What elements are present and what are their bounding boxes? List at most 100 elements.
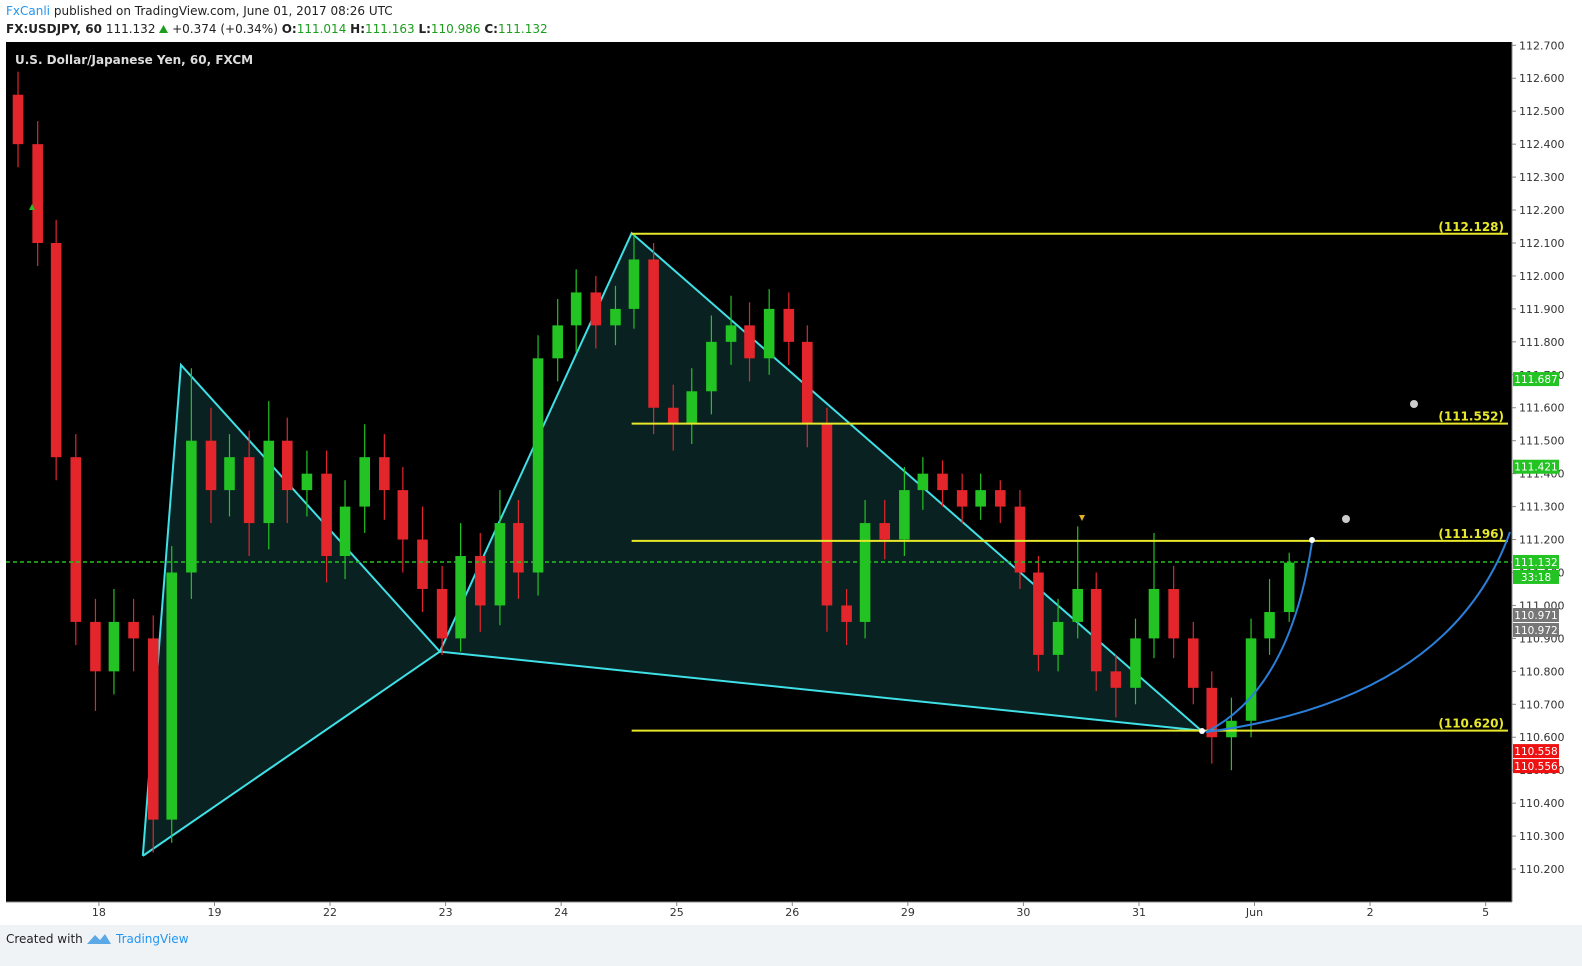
candle-body [899, 490, 910, 540]
marker [1079, 515, 1085, 521]
pattern-line [439, 650, 1202, 732]
candle-body [12, 94, 24, 145]
candle-body [166, 572, 178, 820]
candle-body [975, 490, 986, 507]
candle-body [455, 556, 466, 639]
projection-arrow [1205, 531, 1511, 733]
candle-body [359, 457, 371, 507]
candle-body [802, 341, 813, 425]
candle-body [686, 391, 698, 425]
pattern-fill [439, 233, 1202, 731]
candle-body [1148, 588, 1160, 639]
candle-body [90, 621, 101, 672]
low: 110.986 [430, 22, 481, 36]
candle-body [667, 407, 679, 425]
y-tick-label: 112.100 [1519, 237, 1565, 250]
chart: (112.128) (111.552) (111.196) (110.620) U.S… [6, 39, 1565, 919]
y-tick-label: 111.200 [1519, 534, 1565, 547]
candle-body [532, 358, 544, 573]
fib-label: (112.128) [1438, 220, 1504, 234]
plot-area [6, 42, 1512, 902]
projections [29, 204, 1511, 734]
candle-body [513, 523, 524, 573]
candle-body [379, 457, 390, 491]
y-tick-label: 112.600 [1519, 72, 1565, 85]
candle-body [937, 473, 948, 491]
price-tag [1513, 554, 1559, 569]
d-point [1199, 728, 1205, 734]
price-tag-label: 110.556 [1514, 761, 1558, 773]
candle-body [494, 523, 506, 606]
price-tag [1513, 744, 1559, 759]
x-tick-label: Jun [1245, 906, 1263, 919]
candle-body [1014, 506, 1026, 573]
last: 111.132 [105, 22, 156, 36]
candle-body [224, 457, 235, 491]
candle-body [552, 325, 563, 359]
y-tick-label: 111.900 [1519, 303, 1565, 316]
x-tick-label: 24 [554, 906, 568, 919]
countdown: 33:18 [1521, 572, 1551, 584]
projection-arrow [1205, 541, 1313, 733]
candle-body [1283, 562, 1295, 613]
candle-body [1052, 621, 1064, 655]
candle-body [610, 308, 621, 326]
candle-body [50, 242, 62, 458]
footer: Created with TradingView [0, 925, 1582, 966]
y-tick-label: 112.700 [1519, 39, 1565, 52]
fib-label: (111.552) [1438, 410, 1504, 424]
candle-body [744, 325, 755, 359]
price-tag-label: 111.687 [1514, 374, 1557, 386]
candle-body [648, 259, 659, 408]
candle-body [1187, 638, 1199, 688]
price-tag [1513, 372, 1559, 387]
x-tick-label: 25 [670, 906, 684, 919]
candle-body [725, 325, 737, 342]
brand[interactable]: TradingView [116, 932, 189, 946]
y-tick-label: 111.500 [1519, 435, 1565, 448]
candle-body [128, 621, 139, 639]
x-tick-label: 22 [323, 906, 337, 919]
y-tick-label: 112.400 [1519, 138, 1565, 151]
candle-body [1264, 612, 1275, 639]
y-tick-label: 110.400 [1519, 797, 1565, 810]
author[interactable]: FxCanli [6, 4, 51, 18]
y-tick-label: 111.800 [1519, 336, 1565, 349]
candle-body [474, 556, 486, 606]
candle-body [994, 490, 1006, 507]
legend: U.S. Dollar/Japanese Yen, 60, FXCM [15, 53, 253, 67]
open-label: O: [281, 22, 297, 36]
high-label: H: [350, 22, 365, 36]
up-arrow [159, 25, 169, 33]
pattern [141, 231, 1203, 857]
candle-body [879, 523, 891, 540]
price-tag [1513, 623, 1559, 638]
open: 111.014 [296, 22, 347, 36]
candle-body [281, 440, 293, 491]
x-tick-label: 19 [207, 906, 221, 919]
candle-body [1168, 588, 1179, 639]
candle-body [339, 506, 351, 557]
candle-body [628, 259, 640, 309]
change: +0.374 (+0.34%) [172, 22, 278, 36]
fib-label: (110.620) [1438, 717, 1504, 731]
candle-body [436, 588, 448, 639]
candle-body [956, 490, 968, 507]
candle-body [783, 308, 795, 342]
y-tick-label: 112.000 [1519, 270, 1565, 283]
pattern-line [142, 650, 441, 857]
created-with: Created with [6, 932, 83, 946]
fib-label: (111.196) [1438, 527, 1504, 541]
clock-icon [1342, 515, 1350, 523]
x-tick-label: 2 [1367, 906, 1374, 919]
marker [29, 204, 35, 210]
price-tag-label: 110.971 [1514, 610, 1557, 622]
price-tag [1513, 459, 1559, 474]
tv-logo [87, 934, 111, 944]
quote-line: FX:USDJPY, 60 111.132 +0.374 (+0.34%) O:… [6, 22, 548, 36]
price-tag [1513, 759, 1559, 774]
price-tag-label: 110.972 [1514, 625, 1557, 637]
publish-line: FxCanli published on TradingView.com, Ju… [6, 4, 393, 18]
price-tag [1513, 608, 1559, 623]
